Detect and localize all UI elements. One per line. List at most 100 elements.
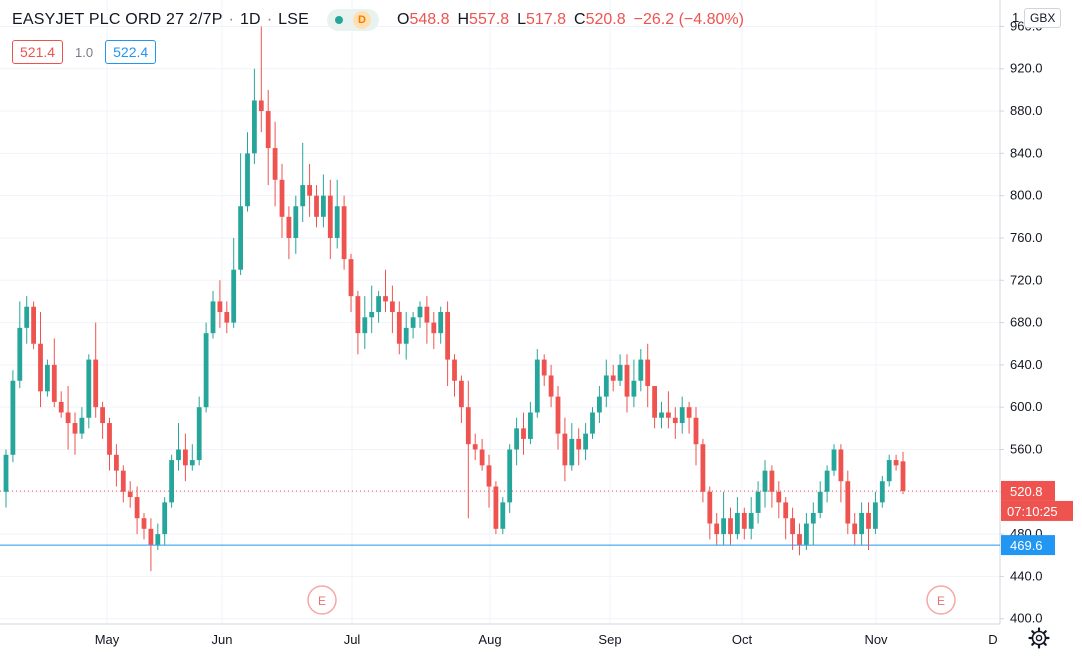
candle — [148, 518, 154, 572]
separator-dot: · — [266, 11, 273, 28]
candle — [238, 153, 243, 275]
candle-body — [755, 491, 761, 513]
candle — [24, 296, 30, 344]
candle — [300, 142, 306, 223]
candle — [431, 312, 437, 350]
candle-body — [693, 417, 699, 445]
earnings-marker[interactable]: E — [307, 585, 337, 615]
candle — [583, 423, 588, 461]
candle-body — [327, 195, 333, 238]
candle-body — [369, 312, 375, 318]
candle-body — [107, 423, 112, 455]
candle — [327, 179, 333, 260]
candle — [438, 306, 444, 344]
candle-body — [659, 412, 664, 418]
symbol-legend: EASYJET PLC ORD 27 2/7P · 1D · LSE D O 54… — [12, 8, 744, 32]
candle — [127, 481, 133, 508]
candle-body — [514, 428, 519, 450]
candle-body — [79, 417, 85, 434]
symbol-title[interactable]: EASYJET PLC ORD 27 2/7P — [12, 11, 223, 28]
month-label: May — [95, 632, 120, 647]
candle — [93, 322, 99, 418]
close-label: C — [574, 11, 586, 28]
candle — [79, 407, 85, 439]
candle-body — [576, 438, 582, 450]
candle — [169, 454, 174, 508]
candle — [369, 285, 375, 334]
market-open-icon — [334, 16, 343, 24]
candle — [776, 481, 782, 519]
candle — [141, 512, 147, 540]
candle-body — [790, 518, 795, 535]
candle — [548, 364, 554, 408]
candle — [679, 396, 685, 434]
delayed-data-badge[interactable]: D — [352, 11, 371, 29]
candle — [659, 401, 664, 429]
separator-dot: · — [228, 11, 234, 28]
candle-body — [845, 481, 851, 524]
candle — [258, 26, 264, 133]
candle — [162, 497, 168, 545]
horizontal-gridlines — [0, 25, 1000, 620]
line-price-label: 469.6 — [1010, 538, 1043, 553]
candle — [176, 423, 181, 471]
candle — [624, 354, 630, 413]
candle-body — [265, 111, 271, 149]
buy-price-button[interactable]: 522.4 — [105, 40, 157, 64]
gear-icon[interactable] — [1026, 626, 1052, 650]
currency-button[interactable]: GBX — [1024, 8, 1062, 28]
earnings-marker[interactable]: E — [926, 585, 956, 615]
market-status[interactable]: D — [326, 9, 379, 31]
change-value: −26.2 (−4.80%) — [633, 11, 744, 28]
candle — [183, 433, 188, 482]
candle-body — [10, 380, 16, 455]
line-price-tag — [1001, 535, 1055, 556]
candle-body — [486, 465, 492, 487]
price-tick-label: 600.0 — [1010, 399, 1043, 414]
candle — [693, 407, 699, 466]
candle — [838, 444, 844, 503]
candle — [224, 301, 230, 334]
candle — [617, 354, 623, 387]
candle — [804, 512, 809, 550]
candle-body — [541, 359, 547, 376]
candle-body — [748, 512, 754, 529]
candle-body — [383, 296, 388, 302]
candle-body — [293, 206, 299, 238]
sell-price-button[interactable]: 521.4 — [12, 40, 64, 64]
candle-body — [410, 317, 416, 328]
candle-body — [590, 412, 595, 434]
candle-body — [376, 296, 381, 312]
candle — [51, 338, 57, 408]
candle-body — [396, 312, 402, 344]
candle — [728, 507, 733, 545]
candle — [390, 285, 395, 334]
candle-body — [783, 502, 789, 519]
candle — [38, 312, 43, 408]
candle-body — [203, 333, 209, 408]
candle — [721, 491, 726, 545]
candle-body — [479, 449, 485, 466]
price-axis[interactable]: 400.0440.0480.0520.0560.0600.0640.0680.0… — [1000, 10, 1043, 626]
candle — [65, 386, 71, 450]
candle-body — [86, 359, 92, 418]
candle — [100, 401, 105, 439]
month-label: Aug — [478, 632, 501, 647]
interval-label[interactable]: 1D — [239, 11, 261, 28]
candle-body — [562, 433, 568, 466]
time-axis[interactable]: May Jun Jul Aug Sep Oct Nov D — [95, 632, 998, 647]
price-tick-label: 800.0 — [1010, 188, 1043, 203]
candle — [479, 438, 485, 471]
candle-body — [873, 502, 878, 529]
candle-body — [58, 401, 64, 413]
candle — [762, 460, 768, 508]
candle-body — [666, 412, 671, 418]
candle-body — [348, 259, 354, 297]
candle-body — [700, 444, 706, 492]
candle-body — [507, 449, 513, 503]
candle-body — [893, 460, 899, 466]
candle-body — [824, 470, 830, 492]
candle-body — [797, 534, 802, 545]
candle — [852, 512, 858, 545]
